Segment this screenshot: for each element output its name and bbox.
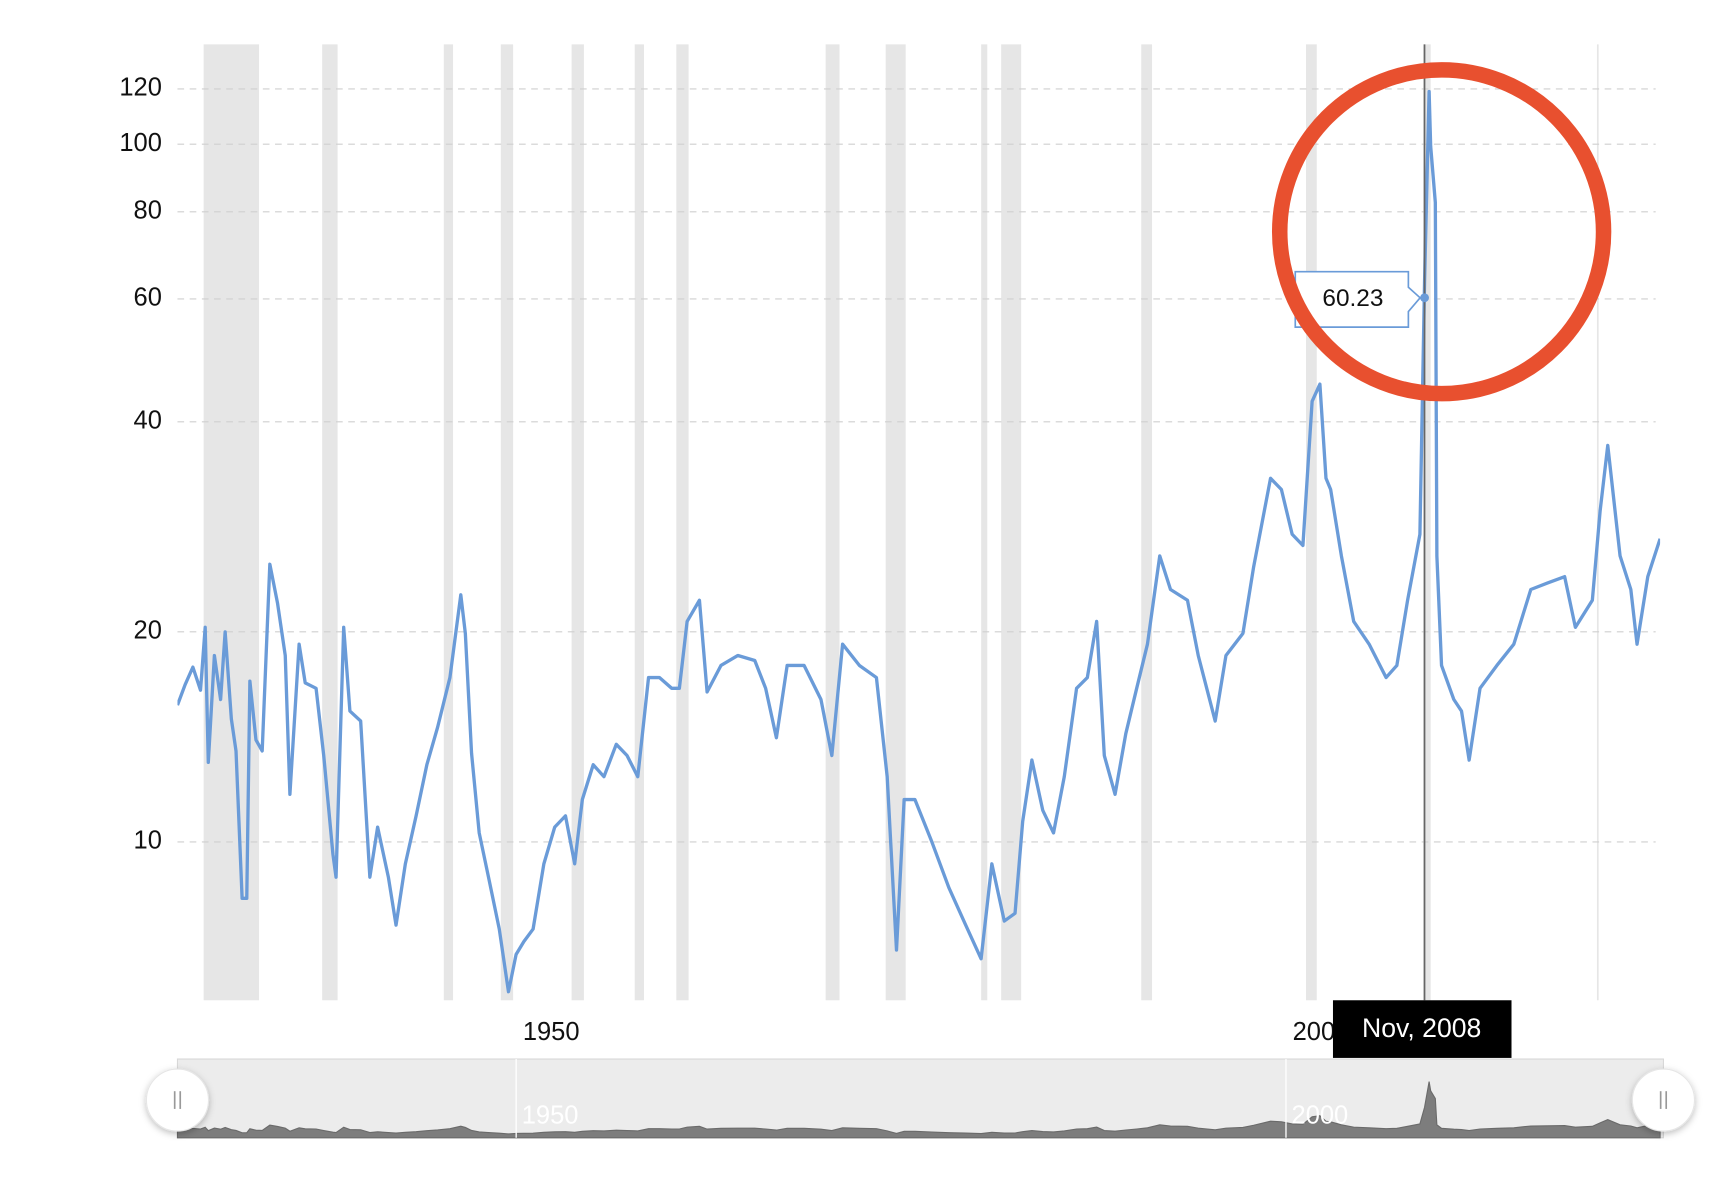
y-tick-label: 10 (134, 827, 162, 855)
y-tick-label: 100 (119, 129, 162, 157)
recession-band (203, 44, 260, 1001)
y-tick-label: 60 (134, 284, 162, 312)
date-label-box (1332, 1000, 1512, 1058)
y-tick-label: 80 (134, 197, 162, 225)
navigator-background (176, 1058, 1664, 1139)
recession-band (825, 44, 840, 1001)
recession-band (676, 44, 689, 1001)
navigator-tick-label: 1950 (522, 1101, 579, 1129)
recession-band (1423, 44, 1431, 1001)
recession-band (571, 44, 584, 1001)
recession-band (322, 44, 338, 1001)
recession-band (500, 44, 514, 1001)
recession-band (634, 44, 644, 1001)
series (177, 89, 1661, 994)
navigator-handle[interactable] (145, 1068, 210, 1132)
series-line (177, 89, 1661, 994)
y-tick-label: 40 (134, 407, 162, 435)
overlay: 60.23 Nov, 2008 (1294, 44, 1512, 1058)
recession-band (1141, 44, 1153, 1001)
recession-bands (203, 44, 1599, 1001)
tooltip-marker (1420, 293, 1429, 303)
recession-band (981, 44, 988, 1001)
x-tick-label: 1950 (523, 1018, 580, 1046)
navigator-area (176, 1081, 1661, 1139)
tooltip-value: 60.23 (1322, 285, 1383, 312)
y-tick-label: 120 (119, 74, 162, 102)
highlight-circle (1271, 62, 1612, 402)
y-tick-label: 20 (134, 617, 162, 645)
recession-band (443, 44, 454, 1001)
recession-band (885, 44, 906, 1001)
recession-band (1305, 44, 1317, 1001)
recession-band (1001, 44, 1022, 1001)
navigator-handle[interactable] (1631, 1068, 1696, 1132)
date-label: Nov, 2008 (1362, 1013, 1481, 1043)
navigator-tick-label: 2000 (1292, 1101, 1349, 1129)
navigator: 1950 2000 (145, 1058, 1696, 1139)
